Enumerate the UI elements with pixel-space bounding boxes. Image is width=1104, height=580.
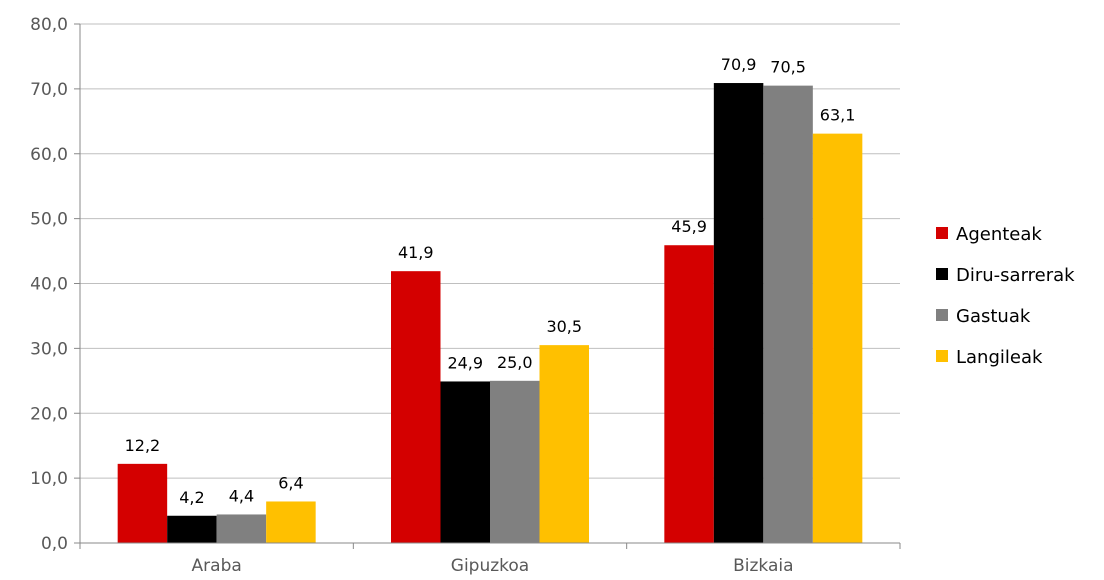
data-label: 6,4 [278,473,303,492]
data-label: 70,9 [721,55,757,74]
data-label: 12,2 [125,436,161,455]
data-label: 41,9 [398,243,434,262]
bar-langileak-gipuzkoa [539,345,589,543]
legend-label: Agenteak [956,224,1042,245]
bar-agenteak-gipuzkoa [391,271,441,543]
legend-label: Diru-sarrerak [956,265,1075,286]
y-tick-label: 40,0 [30,275,68,295]
bar-diru-sarrerak-bizkaia [713,83,764,543]
data-label: 25,0 [497,353,533,372]
x-category-label: Araba [192,556,242,576]
data-label: 30,5 [546,317,582,336]
y-tick-label: 10,0 [30,469,68,489]
x-category-label: Bizkaia [733,556,793,576]
bar-gastuak-araba [216,514,267,543]
legend-label: Gastuak [956,306,1031,327]
y-tick-label: 80,0 [30,15,68,35]
legend-item: Langileak [936,347,1043,368]
bars [117,83,863,544]
data-labels: 12,2 4,2 4,4 6,4 41,9 24,9 25,0 30,5 45,9 70,9 70,… [125,55,856,507]
bar-gastuak-gipuzkoa [490,380,540,543]
bar-agenteak-bizkaia [664,245,714,543]
data-label: 63,1 [820,106,856,125]
y-tick-label: 30,0 [30,339,68,359]
y-tick-label: 20,0 [30,404,68,424]
legend-swatch [936,268,948,280]
legend-swatch [936,227,948,239]
bar-diru-sarrerak-araba [167,515,217,543]
axes: 0,0 10,0 20,0 30,0 40,0 50,0 60,0 70,0 80,0 Araba… [30,15,901,576]
data-label: 4,2 [179,488,204,507]
legend: Agenteak Diru-sarrerak Gastuak Langileak [936,224,1075,368]
legend-item: Agenteak [936,224,1042,245]
bar-langileak-bizkaia [812,133,863,544]
data-label: 70,5 [770,58,806,77]
data-label: 4,4 [229,486,254,505]
bar-langileak-araba [266,501,316,543]
y-tick-label: 60,0 [30,145,68,165]
legend-item: Diru-sarrerak [936,265,1075,286]
data-label: 24,9 [447,353,483,372]
legend-swatch [936,350,948,362]
bar-gastuak-bizkaia [763,85,813,543]
legend-swatch [936,309,948,321]
bar-agenteak-araba [117,463,168,543]
x-category-label: Gipuzkoa [451,556,529,576]
y-tick-label: 70,0 [30,80,68,100]
legend-item: Gastuak [936,306,1031,327]
gridlines [80,23,900,479]
legend-label: Langileak [956,347,1043,368]
y-tick-label: 50,0 [30,210,68,230]
y-tick-label: 0,0 [41,534,68,554]
bar-diru-sarrerak-gipuzkoa [440,381,490,543]
data-label: 45,9 [671,217,707,236]
